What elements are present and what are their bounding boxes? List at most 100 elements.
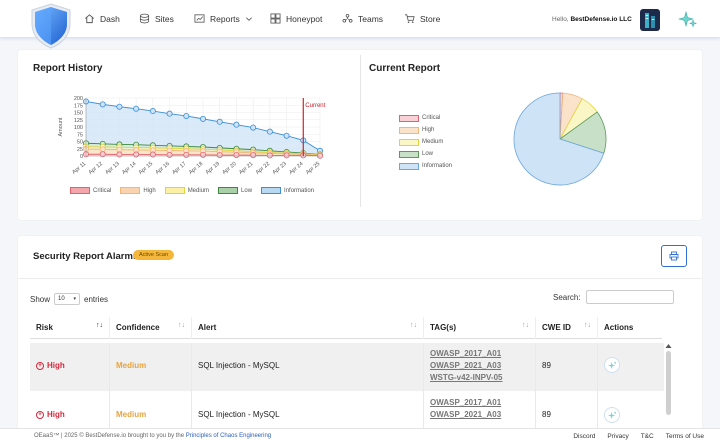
tag-link[interactable]: OWASP_2017_A01 (430, 398, 502, 407)
data-point[interactable] (283, 132, 290, 139)
y-axis-label: Amount (58, 117, 64, 136)
x-tick-label: Apr 16 (155, 161, 171, 176)
data-point[interactable] (183, 112, 190, 119)
entries-select[interactable]: 10 ▾ (54, 293, 81, 305)
data-point[interactable] (116, 103, 123, 110)
data-point[interactable] (266, 128, 273, 135)
search-input[interactable] (586, 290, 674, 304)
table-row[interactable]: + High Medium SQL Injection - MySQL OWASP… (30, 391, 664, 428)
col-cwe-label: CWE ID (542, 323, 571, 332)
ai-action-button[interactable] (604, 407, 620, 423)
pie-slice-information[interactable] (513, 92, 605, 186)
y-tick-label: 50 (77, 140, 83, 146)
plus-circle-icon[interactable]: + (36, 361, 44, 370)
legend-high[interactable]: High (120, 187, 156, 194)
nav-reports[interactable]: Reports (194, 13, 253, 24)
data-point[interactable] (250, 152, 257, 159)
data-point[interactable] (233, 152, 240, 159)
data-point[interactable] (266, 152, 273, 159)
data-point[interactable] (149, 108, 156, 115)
data-point[interactable] (199, 115, 206, 122)
home-icon (85, 14, 94, 24)
pie-legend-medium[interactable]: Medium (399, 136, 452, 148)
data-point[interactable] (233, 121, 240, 128)
data-point[interactable] (99, 151, 106, 158)
nav-honeypot[interactable]: Honeypot (270, 13, 322, 24)
legend-low[interactable]: Low (218, 187, 252, 194)
show-label: Show (30, 294, 51, 304)
footer-link-discord[interactable]: Discord (573, 433, 596, 440)
print-button[interactable] (661, 245, 687, 267)
tags-cell: OWASP_2017_A01 OWASP_2021_A03 (424, 391, 536, 428)
col-cwe[interactable]: CWE ID ↑↓ (536, 317, 598, 339)
col-risk[interactable]: Risk ↑↓ (30, 317, 110, 339)
legend-medium[interactable]: Medium (164, 187, 209, 194)
data-point[interactable] (133, 105, 140, 112)
data-point[interactable] (216, 152, 223, 159)
y-tick-label: 25 (77, 147, 83, 153)
data-point[interactable] (99, 101, 106, 108)
sparkle-icon[interactable] (678, 10, 698, 30)
entries-label: entries (84, 294, 109, 304)
nav-store[interactable]: Store (404, 13, 440, 24)
nav-sites[interactable]: Sites (139, 13, 174, 24)
pie-legend-information[interactable]: Information (399, 160, 452, 172)
chaos-engineering-link[interactable]: Principles of Chaos Engineering (185, 433, 272, 439)
legend-information[interactable]: Information (261, 187, 314, 194)
x-tick-label: Apr 22 (255, 161, 271, 176)
data-point[interactable] (166, 110, 173, 117)
sparkle-icon (607, 361, 616, 369)
teams-icon (342, 13, 353, 23)
pie-legend-high[interactable]: High (399, 124, 452, 136)
pie-legend-critical[interactable]: Critical (399, 112, 452, 124)
current-report-pie (513, 92, 607, 186)
tag-link[interactable]: OWASP_2021_A03 (430, 361, 502, 370)
data-point[interactable] (99, 146, 106, 153)
risk-label: High (47, 410, 65, 419)
col-alert[interactable]: Alert ↑↓ (192, 317, 424, 339)
nav-teams[interactable]: Teams (342, 13, 383, 24)
tag-link[interactable]: WSTG-v42-INPV-05 (430, 373, 503, 382)
reports-icon (194, 14, 205, 23)
data-point[interactable] (283, 152, 290, 159)
nav-dash[interactable]: Dash (84, 13, 120, 24)
data-point[interactable] (116, 146, 123, 153)
scroll-up-arrow-icon[interactable] (665, 343, 672, 349)
footer-link-tc[interactable]: T&C (640, 433, 654, 440)
ai-action-button[interactable] (604, 357, 620, 373)
nav-sites-label: Sites (155, 13, 174, 24)
col-confidence[interactable]: Confidence ↑↓ (110, 317, 192, 339)
tag-link[interactable]: OWASP_2017_A01 (430, 349, 502, 358)
current-marker-label: Current (305, 103, 325, 109)
data-point[interactable] (133, 151, 140, 158)
honeypot-icon (270, 13, 281, 24)
data-point[interactable] (183, 151, 190, 158)
report-history-legend: Critical High Medium Low Information (70, 187, 314, 194)
scrollbar-thumb[interactable] (666, 351, 671, 415)
x-tick-label: Apr 24 (288, 161, 304, 176)
shield-logo-icon[interactable] (26, 0, 76, 50)
data-point[interactable] (250, 124, 257, 131)
data-point[interactable] (116, 151, 123, 158)
tag-link[interactable]: OWASP_2021_A03 (430, 410, 502, 419)
table-scrollbar[interactable] (665, 343, 672, 423)
footer-link-privacy[interactable]: Privacy (607, 433, 629, 440)
data-point[interactable] (149, 151, 156, 158)
risk-cell: + High (30, 391, 110, 428)
col-tags[interactable]: TAG(s) ↑↓ (424, 317, 536, 339)
data-point[interactable] (216, 118, 223, 125)
entries-control: Show 10 ▾ entries (30, 293, 108, 305)
confidence-value: Medium (116, 361, 147, 370)
sites-icon (139, 13, 150, 24)
sort-icon: ↑↓ (96, 322, 103, 329)
plus-circle-icon[interactable]: + (36, 410, 44, 419)
data-point[interactable] (166, 151, 173, 158)
data-point[interactable] (199, 151, 206, 158)
legend-critical[interactable]: Critical (70, 187, 111, 194)
pie-legend-low[interactable]: Low (399, 148, 452, 160)
x-tick-label: Apr 13 (104, 161, 120, 176)
footer-link-terms[interactable]: Terms of Use (665, 433, 704, 440)
table-row[interactable]: + High Medium SQL Injection - MySQL OWASP… (30, 343, 664, 391)
organization-building-icon[interactable] (640, 9, 660, 31)
